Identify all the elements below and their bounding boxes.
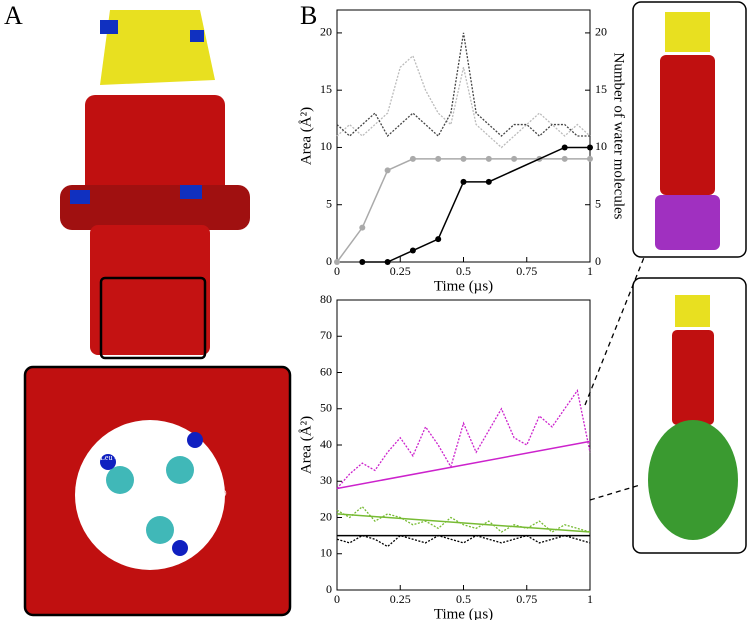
residue-label: Leu 429 [200, 489, 226, 498]
y-axis-label: Area (Å²) [298, 107, 314, 165]
y-tick-label: 60 [320, 364, 332, 378]
marker [409, 155, 416, 162]
y2-tick-label: 5 [595, 196, 601, 210]
panel-label: A [4, 1, 23, 30]
y-tick-label: 0 [326, 582, 332, 596]
series-line [336, 54, 591, 149]
x-tick-label: 0.75 [516, 592, 537, 606]
marker [334, 259, 340, 265]
series-line [336, 513, 591, 533]
series-line [336, 389, 591, 489]
panel-label: B [300, 1, 317, 30]
x-axis-label: Time (µs) [434, 606, 493, 620]
y-tick-label: 10 [320, 546, 332, 560]
y-tick-label: 50 [320, 401, 332, 415]
x-tick-label: 0.5 [456, 264, 471, 278]
marker [460, 178, 467, 185]
marker [460, 155, 467, 162]
y-tick-label: 70 [320, 328, 332, 342]
marker [359, 224, 366, 231]
x-tick-label: 0 [334, 592, 340, 606]
y-tick-label: 20 [320, 509, 332, 523]
series-line [336, 158, 590, 263]
marker [587, 144, 593, 151]
y-tick-label: 30 [320, 473, 332, 487]
marker [384, 259, 391, 265]
x-tick-label: 0.5 [456, 592, 471, 606]
marker [485, 178, 492, 185]
x-axis-label: Time (µs) [434, 278, 493, 294]
zoom-inset [23, 365, 292, 617]
marker [359, 259, 366, 265]
y2-tick-label: 0 [595, 254, 601, 268]
protein-image [60, 10, 250, 360]
series-line [336, 32, 590, 138]
plot-frame [336, 9, 591, 263]
y-tick-label: 0 [326, 254, 332, 268]
y2-tick-label: 20 [595, 25, 607, 39]
plot-frame [336, 299, 591, 591]
x-tick-label: 0.25 [390, 264, 411, 278]
y-tick-label: 40 [320, 437, 332, 451]
y-tick-label: 15 [320, 82, 332, 96]
marker [587, 155, 593, 162]
y-tick-label: 5 [326, 196, 332, 210]
marker [409, 247, 416, 254]
structure-bottom [632, 277, 747, 554]
series-line [336, 440, 591, 490]
y2-tick-label: 15 [595, 82, 607, 96]
marker [511, 155, 518, 162]
y-tick-label: 10 [320, 139, 332, 153]
x-tick-label: 0.25 [390, 592, 411, 606]
x-tick-label: 1 [587, 592, 593, 606]
marker [384, 167, 391, 174]
residue-label: Leu 429 [128, 542, 154, 551]
marker [561, 155, 568, 162]
marker [485, 155, 492, 162]
marker [561, 144, 568, 151]
y-tick-label: 20 [320, 25, 332, 39]
x-tick-label: 0 [334, 264, 340, 278]
x-tick-label: 1 [587, 264, 593, 278]
marker [435, 236, 442, 243]
y2-tick-label: 10 [595, 139, 607, 153]
series-line [362, 146, 590, 263]
y-axis-label: Area (Å²) [298, 416, 314, 474]
structure-top [632, 1, 747, 258]
series-line [336, 505, 591, 533]
y2-axis-label: Number of water molecules [611, 52, 627, 219]
series-line [336, 534, 591, 548]
x-tick-label: 0.75 [516, 264, 537, 278]
marker [435, 155, 442, 162]
residue-label: Leu 429 [100, 453, 126, 462]
y-tick-label: 80 [320, 292, 332, 306]
